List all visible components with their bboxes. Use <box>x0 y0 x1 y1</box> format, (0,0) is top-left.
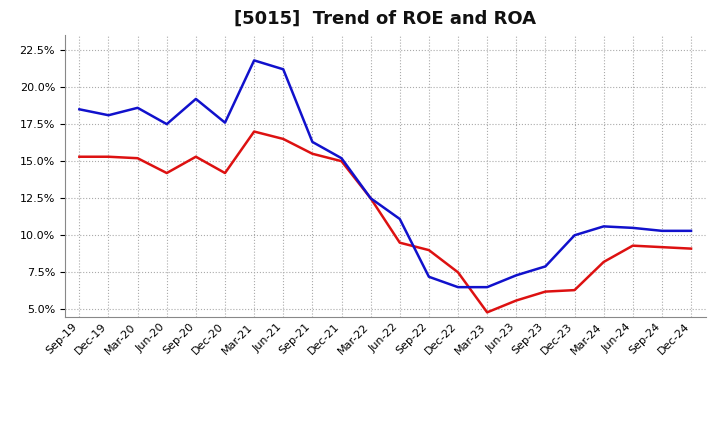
ROE <box>366 196 375 201</box>
ROA <box>512 273 521 278</box>
ROE <box>687 246 696 251</box>
Title: [5015]  Trend of ROE and ROA: [5015] Trend of ROE and ROA <box>234 10 536 28</box>
ROA <box>163 121 171 127</box>
ROE <box>657 245 666 250</box>
ROE <box>337 158 346 164</box>
ROE <box>192 154 200 159</box>
Line: ROA: ROA <box>79 60 691 287</box>
ROA <box>308 139 317 145</box>
ROE <box>308 151 317 156</box>
ROA <box>541 264 550 269</box>
ROA <box>133 105 142 110</box>
ROE <box>483 310 492 315</box>
ROA <box>279 66 287 72</box>
ROE <box>395 240 404 246</box>
ROA <box>483 285 492 290</box>
Line: ROE: ROE <box>79 132 691 312</box>
ROA <box>425 274 433 279</box>
ROE <box>133 156 142 161</box>
ROE <box>454 270 462 275</box>
ROE <box>75 154 84 159</box>
ROE <box>425 247 433 253</box>
ROA <box>657 228 666 234</box>
ROE <box>541 289 550 294</box>
ROE <box>163 170 171 176</box>
ROA <box>395 216 404 222</box>
ROA <box>192 96 200 102</box>
ROE <box>220 170 229 176</box>
ROA <box>629 225 637 231</box>
ROA <box>75 106 84 112</box>
ROA <box>220 120 229 125</box>
ROA <box>337 156 346 161</box>
ROE <box>570 287 579 293</box>
ROE <box>250 129 258 134</box>
ROE <box>512 298 521 303</box>
ROA <box>599 224 608 229</box>
ROA <box>104 113 113 118</box>
ROA <box>454 285 462 290</box>
ROA <box>366 196 375 201</box>
ROA <box>687 228 696 234</box>
ROE <box>629 243 637 248</box>
ROE <box>279 136 287 142</box>
ROE <box>104 154 113 159</box>
ROA <box>570 233 579 238</box>
ROA <box>250 58 258 63</box>
ROE <box>599 259 608 264</box>
